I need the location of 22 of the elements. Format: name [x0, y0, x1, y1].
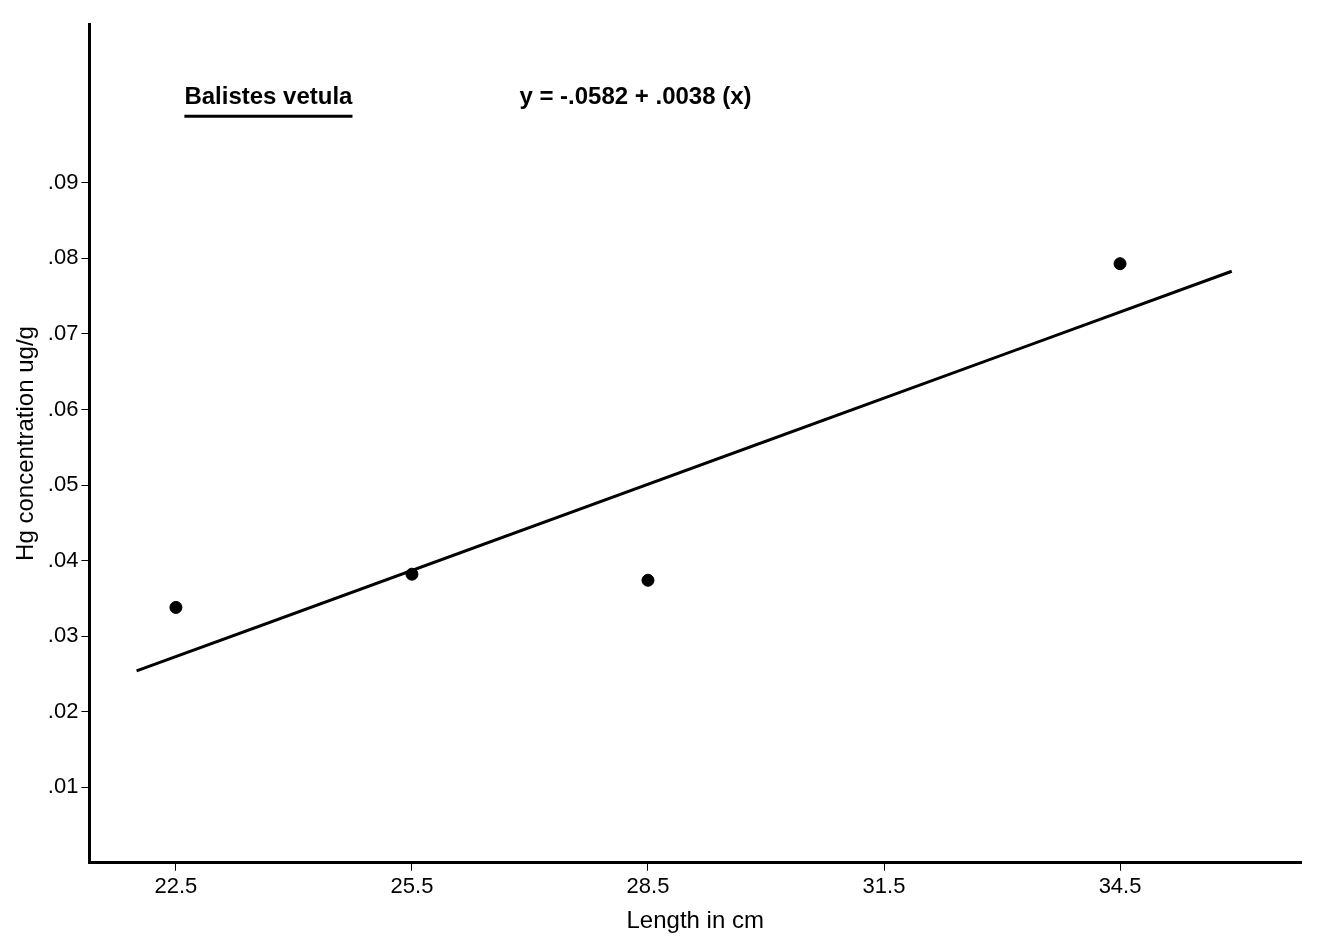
y-tick-label: .04 — [47, 546, 79, 572]
y-tick-label: .09 — [47, 168, 79, 194]
x-tick-label: 25.5 — [390, 873, 434, 899]
y-tick-label: .03 — [47, 622, 79, 648]
x-axis-title: Length in cm — [626, 906, 764, 934]
point — [405, 567, 419, 581]
y-tick-label: .08 — [47, 244, 79, 270]
y-tick-label: .01 — [47, 773, 79, 799]
annotation: y = -.0582 + .0038 (x) — [519, 82, 752, 110]
x-tick-label: 31.5 — [862, 873, 906, 899]
x-tick-label: 28.5 — [626, 873, 670, 899]
point — [641, 573, 655, 587]
y-tick-label: .05 — [47, 471, 79, 497]
y-tick-label: .07 — [47, 320, 79, 346]
point — [1113, 257, 1127, 271]
point — [169, 600, 183, 614]
x-tick-label: 22.5 — [154, 873, 198, 899]
text: Balistes vetula — [184, 82, 354, 110]
y-tick-label: .02 — [47, 697, 79, 723]
y-tick-label: .06 — [47, 395, 79, 421]
x-tick-label: 34.5 — [1098, 873, 1142, 899]
y-axis-title: Hg concentration ug/g — [11, 326, 39, 561]
